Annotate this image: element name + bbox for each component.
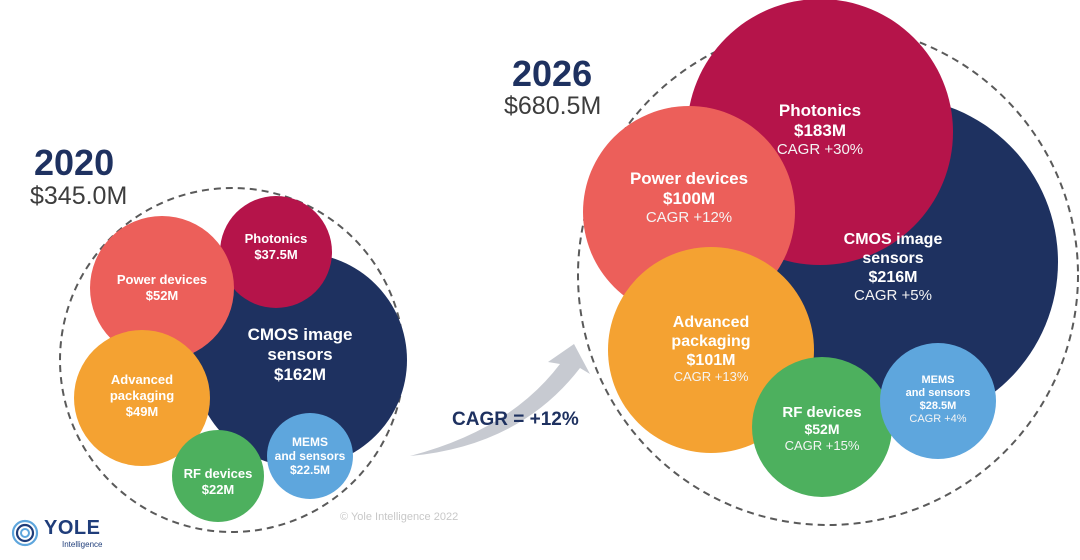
label-packaging-2026: Advanced packaging $101M CAGR +13% xyxy=(671,314,750,384)
label-rf-2020: RF devices $22M xyxy=(184,466,253,497)
yole-spiral-icon xyxy=(11,519,39,547)
logo-subtext: Intelligence xyxy=(62,540,103,549)
panel-2020: CMOS image sensors $162M Photonics $37.5M Pow… xyxy=(59,187,407,533)
yole-logo: YOLE Intelligence xyxy=(10,516,120,552)
bubble-rf-2020 xyxy=(172,430,264,522)
label-photonics-2020: Photonics $37.5M xyxy=(245,231,308,262)
label-cmos-2026: CMOS image sensors $216M CAGR +5% xyxy=(844,231,943,304)
year-2020-label: 2020 xyxy=(34,142,115,183)
bubble-power-2020 xyxy=(90,216,234,360)
bubble-mems-2026 xyxy=(880,343,996,459)
label-rf-2026: RF devices $52M CAGR +15% xyxy=(782,404,861,453)
label-photonics-2026: Photonics $183M CAGR +30% xyxy=(777,101,863,158)
growth-arrow xyxy=(410,344,590,456)
bubble-mems-2020 xyxy=(267,413,353,499)
bubble-packaging-2020 xyxy=(74,330,210,466)
overall-cagr-label: CAGR = +12% xyxy=(452,409,579,430)
label-mems-2026: MEMS and sensors $28.5M CAGR +4% xyxy=(906,374,971,425)
label-mems-2020: MEMS and sensors $22.5M xyxy=(275,435,346,477)
bubble-rf-2026 xyxy=(752,357,892,497)
bubble-photonics-2020 xyxy=(220,196,332,308)
panel-2026: CMOS image sensors $216M CAGR +5% Photonics $… xyxy=(577,0,1079,526)
label-packaging-2020: Advanced packaging $49M xyxy=(110,372,174,419)
total-2020-label: $345.0M xyxy=(30,182,128,210)
label-power-2026: Power devices $100M CAGR +12% xyxy=(630,169,748,226)
label-cmos-2020: CMOS image sensors $162M xyxy=(248,325,353,384)
year-2026-label: 2026 xyxy=(512,53,593,94)
bubble-cmos-2020 xyxy=(193,253,407,467)
logo-wordmark: YOLE xyxy=(44,517,101,539)
label-power-2020: Power devices $52M xyxy=(117,272,207,303)
total-2026-label: $680.5M xyxy=(504,92,602,120)
copyright-text: © Yole Intelligence 2022 xyxy=(340,511,459,523)
